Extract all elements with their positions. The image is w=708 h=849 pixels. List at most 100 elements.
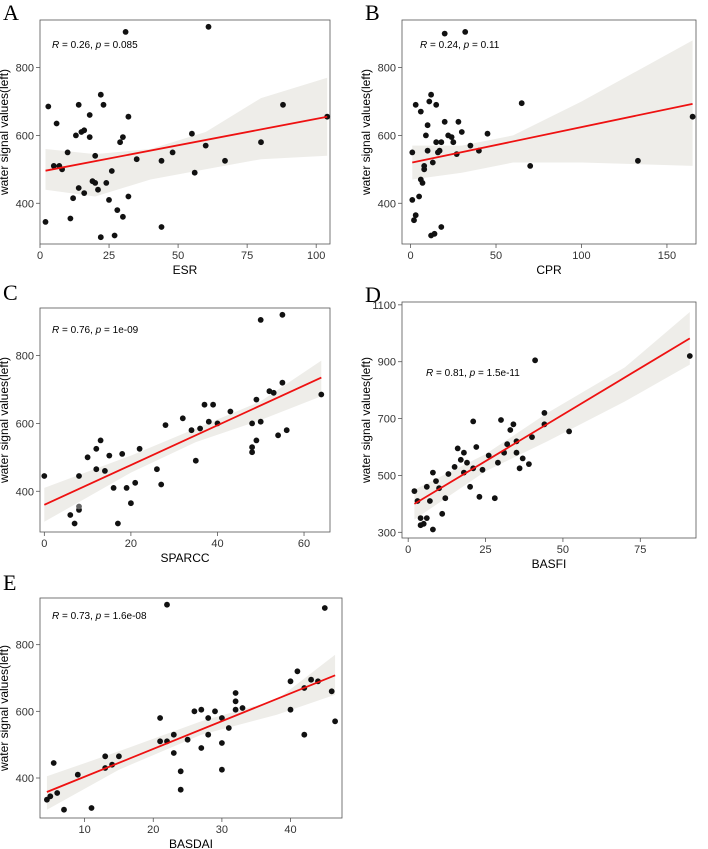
- panel-d-y-tick-label: 300: [378, 527, 396, 539]
- panel-b-plot-frame: [401, 19, 697, 245]
- panel-c-y-tick-label: 600: [16, 418, 34, 430]
- panel-b-x-tick-label: 0: [407, 250, 413, 262]
- panel-e-data-point: [157, 738, 164, 745]
- panel-d-data-point: [566, 428, 572, 435]
- panel-e-confidence-band: [46, 654, 336, 810]
- panel-d-data-point: [532, 357, 538, 364]
- panel-d-x-tick-label: 50: [557, 544, 569, 556]
- panel-e-data-point: [219, 740, 225, 746]
- panel-a-data-point: [222, 157, 228, 164]
- panel-d-data-point: [461, 449, 467, 456]
- panel-b-data-point: [441, 118, 448, 125]
- panel-c-data-point: [253, 437, 260, 444]
- panel-b-data-point: [421, 163, 428, 169]
- panel-a-stat-p-value: 0.085: [113, 40, 138, 51]
- panel-b-stat-r-value: 0.24: [439, 40, 459, 51]
- panel-d-data-point: [439, 510, 446, 517]
- panel-d-data-point: [417, 515, 424, 521]
- panel-c-data-point: [318, 391, 325, 398]
- panel-b-data-point: [423, 132, 429, 139]
- panel-e-y-tick-label: 800: [16, 640, 34, 652]
- panel-c-data-point: [179, 415, 186, 422]
- panel-e-data-point: [328, 688, 335, 695]
- panel-e-data-point: [170, 731, 177, 738]
- panel-b-data-point: [450, 139, 457, 146]
- panel-d-data-point: [686, 353, 693, 359]
- panel-e-data-point: [157, 715, 164, 721]
- panel-d-data-point: [442, 495, 449, 502]
- panel-d-y-tick-label: 1100: [372, 300, 396, 312]
- panel-a-data-point: [108, 168, 115, 174]
- panel-c-y-tick-label: 800: [16, 351, 34, 363]
- panel-c-data-point: [201, 401, 208, 408]
- panel-c-data-point: [205, 418, 212, 425]
- panel-e-stat-annotation: R = 0.73, p = 1.6e-08: [52, 611, 147, 622]
- panel-e-data-point: [287, 678, 294, 685]
- panel-b-data-point: [416, 193, 422, 200]
- panel-a-x-axis-title: ESR: [173, 263, 198, 277]
- panel-d-data-point: [485, 452, 492, 459]
- panel-d-stat-annotation: R = 0.81, p = 1.5e-11: [426, 368, 520, 379]
- panel-c-data-point: [93, 466, 100, 473]
- panel-a-data-point: [120, 213, 126, 220]
- panel-d-data-point: [473, 444, 480, 450]
- panel-e-data-point: [332, 718, 338, 725]
- panel-a-data-point: [191, 169, 198, 176]
- panel-c-data-point: [162, 422, 169, 428]
- panel-b-data-point: [429, 159, 436, 166]
- panel-c-x-tick-label: 40: [211, 538, 223, 550]
- panel-e-data-point: [47, 793, 54, 800]
- panel-c-data-point: [97, 437, 104, 444]
- panel-b-x-tick-label: 150: [658, 250, 676, 262]
- panel-d-letter: D: [365, 282, 381, 307]
- panel-b-stat-r-label: R: [420, 40, 427, 51]
- panel-d-data-point: [479, 466, 486, 473]
- panel-e-plot-frame: [39, 597, 343, 819]
- panel-e-data-point: [198, 745, 205, 751]
- panel-d-data-point: [433, 478, 439, 484]
- panel-e: E 10 20 30 40 400 600 800 BASDAI water signal val…: [0, 570, 343, 849]
- panel-d-stat-p-value: 1.5e-11: [487, 368, 521, 379]
- panel-e-y-tick-label: 400: [16, 773, 34, 785]
- panel-d-data-point: [411, 488, 418, 494]
- panel-c-data-point: [253, 396, 260, 403]
- panel-b-data-point: [689, 113, 696, 120]
- panel-a-stat-r-value: 0.26: [71, 40, 91, 51]
- panel-b-data-point: [412, 101, 419, 108]
- panel-a-data-point: [258, 139, 264, 146]
- panel-c-stat-separator: =: [101, 325, 112, 336]
- panel-c-data-point: [93, 445, 100, 452]
- panel-d-data-point: [430, 469, 436, 476]
- panel-c-data-point: [84, 454, 91, 461]
- panel-d-data-point: [529, 434, 535, 440]
- panel-c-data-point: [102, 468, 108, 474]
- panel-b-data-point: [424, 147, 431, 154]
- panel-e-data-point: [191, 708, 198, 715]
- panel-b-data-point: [436, 147, 443, 154]
- panel-b-data-point: [462, 29, 469, 35]
- panel-a-stat-p-label: p: [95, 40, 102, 51]
- panel-d-data-point: [498, 417, 504, 423]
- panel-b-x-axis-title: CPR: [536, 263, 562, 277]
- panel-b-data-point: [409, 149, 416, 156]
- panel-b-x-tick-label: 100: [572, 250, 590, 262]
- panel-a-x-tick-label: 100: [307, 250, 325, 262]
- panel-c-x-tick-label: 0: [41, 538, 47, 550]
- panel-e-x-tick-label: 40: [284, 824, 296, 836]
- panel-c-data-point: [123, 485, 130, 491]
- panel-e-data-point: [74, 771, 81, 778]
- panel-b-stat-separator: =: [427, 40, 438, 51]
- panel-b-data-point: [411, 217, 417, 224]
- panel-c-x-tick-label: 60: [298, 538, 310, 550]
- panel-c-data-point: [192, 457, 199, 464]
- panel-d-data-point: [504, 441, 511, 448]
- panel-a-data-point: [125, 113, 132, 120]
- panel-d-data-point: [476, 493, 483, 500]
- panel-e-data-point: [321, 605, 328, 611]
- panel-d-data-point: [526, 461, 532, 467]
- panel-b-data-point: [448, 134, 455, 141]
- panel-d-data-point: [423, 515, 430, 521]
- panel-e-x-axis-title: BASDAI: [169, 837, 213, 849]
- panel-c-data-point: [257, 317, 264, 323]
- panel-c-data-point: [227, 408, 234, 415]
